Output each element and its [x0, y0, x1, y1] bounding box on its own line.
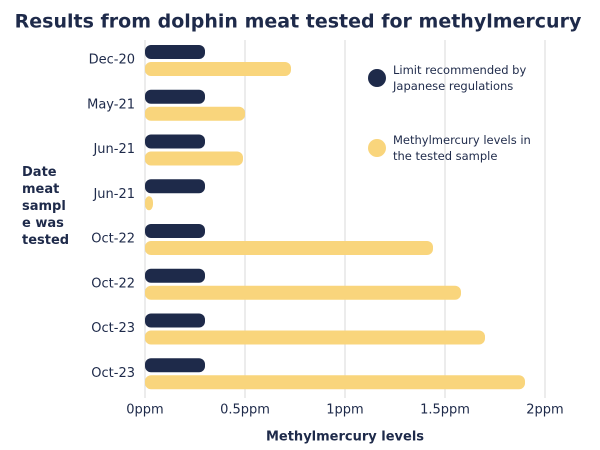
bar: [145, 330, 485, 345]
x-tick-label: 0.5ppm: [220, 403, 270, 418]
bar: [145, 179, 205, 194]
bar: [145, 62, 291, 76]
legend-label: Limit recommended by Japanese regulation…: [393, 63, 527, 93]
y-tick-label: Oct-22: [91, 232, 135, 247]
legend-marker: [368, 139, 386, 157]
x-tick-label: 1ppm: [326, 403, 363, 418]
y-tick-label: Oct-22: [91, 276, 135, 291]
bar: [145, 45, 205, 59]
bar: [145, 134, 205, 149]
x-tick-label: 2ppm: [526, 403, 563, 418]
bar: [145, 196, 153, 211]
legend-marker: [368, 69, 386, 87]
x-axis-title: Methylmercury levels: [266, 430, 424, 445]
bar: [145, 241, 433, 255]
y-tick-label: Jun-21: [92, 142, 135, 157]
chart-title: Results from dolphin meat tested for met…: [15, 11, 582, 33]
legend-label: Methylmercury levels in the tested sampl…: [393, 133, 531, 163]
bar: [145, 375, 525, 390]
y-tick-label: May-21: [87, 97, 135, 112]
bar: [145, 285, 461, 300]
bar: [145, 358, 205, 373]
bar: [145, 224, 205, 238]
x-tick-label: 0ppm: [126, 403, 163, 418]
y-axis-title: Date meat sample was tested: [22, 165, 70, 248]
bar: [145, 268, 205, 283]
x-tick-label: 1.5ppm: [420, 403, 470, 418]
bar: [145, 106, 245, 121]
bar: [145, 89, 205, 104]
y-tick-label: Oct-23: [91, 366, 135, 381]
y-tick-label: Dec-20: [89, 53, 135, 68]
bar: [145, 151, 243, 166]
bar: [145, 313, 205, 328]
y-tick-label: Oct-23: [91, 321, 135, 336]
y-tick-label: Jun-21: [92, 187, 135, 202]
